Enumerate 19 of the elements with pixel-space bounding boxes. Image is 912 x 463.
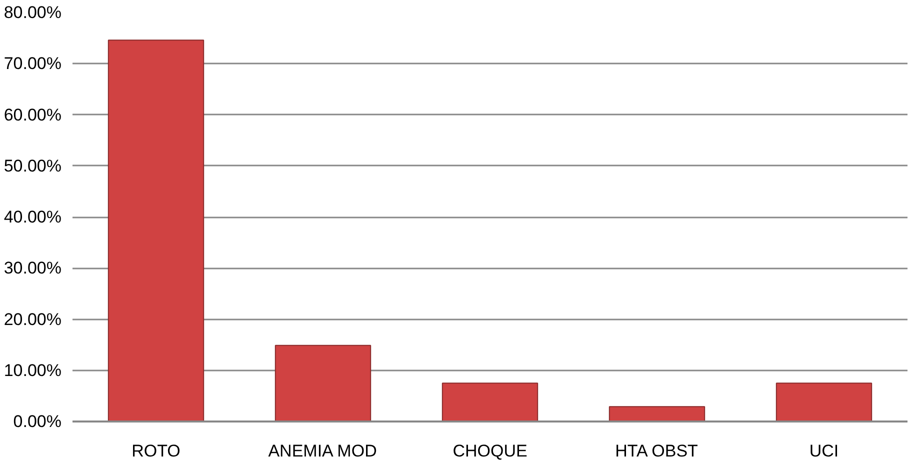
- x-tick-label: CHOQUE: [452, 442, 528, 460]
- x-tick-label: HTA OBST: [615, 442, 698, 460]
- x-tick-label: ANEMIA MOD: [268, 442, 377, 460]
- bar: [608, 406, 706, 422]
- bar: [442, 382, 538, 422]
- y-tick-label: 0.00%: [13, 412, 62, 431]
- bar: [274, 344, 372, 422]
- x-tick-label: UCI: [809, 442, 839, 460]
- y-tick-label: 20.00%: [4, 310, 62, 329]
- y-tick-label: 70.00%: [4, 54, 62, 74]
- x-tick-label: ROTO: [132, 442, 180, 460]
- y-tick-label: 10.00%: [4, 360, 62, 380]
- y-tick-label: 40.00%: [4, 208, 62, 226]
- bar: [776, 382, 872, 422]
- y-tick-label: 50.00%: [4, 156, 62, 176]
- bar: [108, 40, 204, 422]
- y-tick-label: 80.00%: [4, 3, 62, 22]
- y-tick-label: 30.00%: [4, 258, 62, 278]
- y-tick-label: 60.00%: [4, 105, 62, 124]
